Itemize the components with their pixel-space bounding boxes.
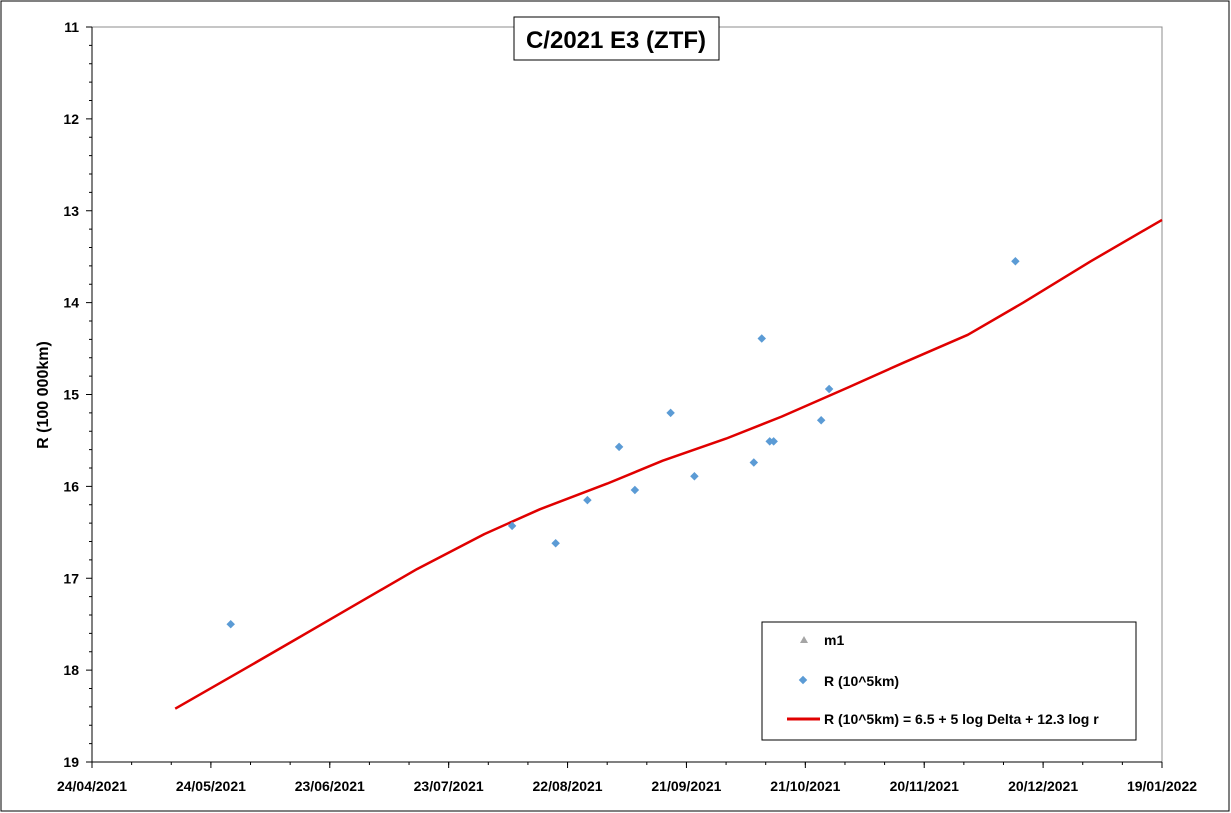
x-tick-label: 24/05/2021 [176, 778, 246, 794]
legend-label-model: R (10^5km) = 6.5 + 5 log Delta + 12.3 lo… [824, 711, 1099, 727]
y-tick-label: 11 [64, 19, 79, 35]
data-point [583, 495, 592, 505]
data-point [749, 458, 759, 467]
y-axis: 11 12 13 14 15 16 17 18 19 [63, 19, 93, 770]
data-point [757, 334, 767, 343]
legend-marker-m1 [800, 636, 808, 643]
data-point [1011, 257, 1020, 266]
data-point [630, 485, 640, 495]
y-tick-label: 12 [63, 111, 79, 127]
y-axis-title: R (100 000km) [35, 341, 52, 449]
y-tick-label: 19 [63, 754, 79, 770]
legend-label-r: R (10^5km) [824, 673, 899, 689]
model-curve [174, 218, 1163, 710]
x-tick-label: 20/12/2021 [1008, 778, 1078, 794]
data-point [507, 521, 517, 531]
y-tick-label: 16 [63, 478, 79, 494]
data-point [824, 384, 834, 394]
y-tick-label: 15 [63, 387, 79, 403]
x-tick-label: 21/10/2021 [770, 778, 840, 794]
series-layer [174, 218, 1163, 710]
chart-title: C/2021 E3 (ZTF) [526, 27, 706, 54]
legend-frame [761, 621, 1137, 741]
chart-title-frame [513, 16, 720, 61]
legend-label-m1: m1 [824, 632, 844, 648]
x-axis: 24/04/2021 24/05/2021 23/06/2021 23/07/2021… [57, 761, 1197, 794]
x-tick-label: 19/01/2022 [1127, 778, 1197, 794]
y-tick-label: 14 [63, 295, 79, 311]
x-tick-label: 24/04/2021 [57, 778, 127, 794]
x-tick-label: 22/08/2021 [533, 778, 603, 794]
data-point [769, 437, 778, 446]
x-tick-label: 23/06/2021 [295, 778, 365, 794]
x-tick-label: 21/09/2021 [651, 778, 721, 794]
x-tick-label: 20/11/2021 [890, 778, 960, 794]
chart-title-box: C/2021 E3 (ZTF) [513, 16, 720, 61]
legend: m1 R (10^5km) R (10^5km) = 6.5 + 5 log D… [761, 621, 1137, 741]
x-tick-label: 23/07/2021 [414, 778, 484, 794]
y-tick-label: 17 [63, 570, 79, 586]
legend-marker-r [798, 675, 808, 685]
data-point [816, 415, 826, 425]
data-point [614, 442, 624, 452]
y-tick-label: 13 [63, 203, 79, 219]
data-point [690, 472, 699, 481]
y-tick-label: 18 [63, 662, 79, 678]
